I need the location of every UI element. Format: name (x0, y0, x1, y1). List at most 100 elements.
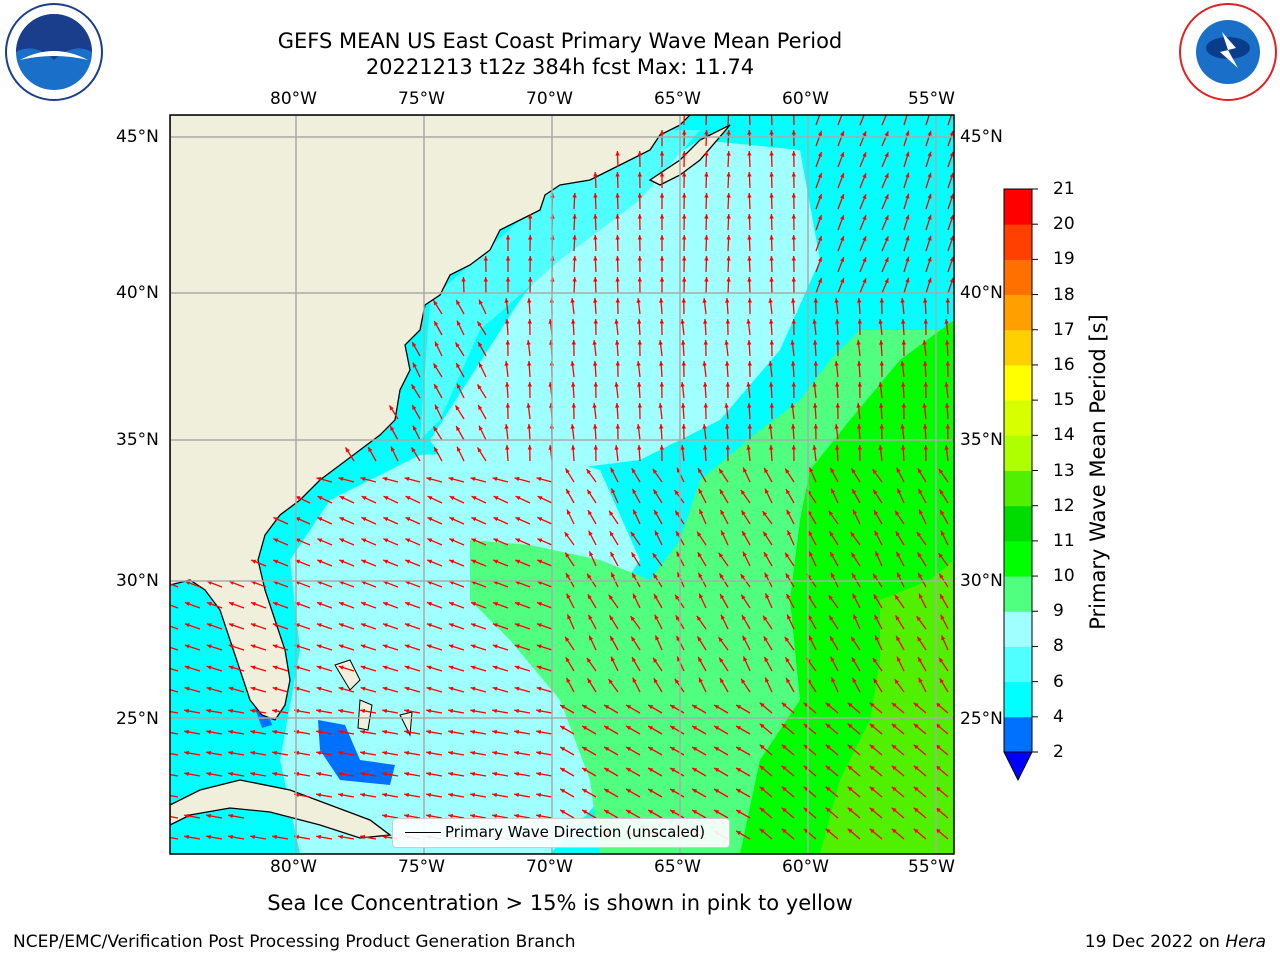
wave-arrow-head (682, 193, 687, 198)
noaa-logo (5, 3, 103, 101)
wave-arrow-head (768, 424, 773, 429)
wave-arrow-head (229, 580, 234, 585)
wave-arrow-head (765, 677, 770, 683)
wave-arrow-head (918, 677, 923, 683)
wave-arrow-head (840, 152, 845, 157)
lon-tick-bottom: 60°W (782, 857, 829, 877)
wave-arrow-head (251, 602, 256, 607)
wave-arrow-head (272, 644, 278, 649)
wave-arrow-head (536, 476, 542, 482)
wave-arrow-head (586, 469, 591, 474)
wave-arrow-head (360, 686, 366, 691)
wave-arrow-head (338, 476, 344, 482)
wave-arrow-head (317, 517, 323, 522)
wave-arrow-head (570, 424, 575, 429)
wave-arrow-head (505, 319, 510, 324)
wave-arrow-head (526, 403, 531, 408)
wave-arrow-head (922, 340, 927, 345)
wave-arrow-head (759, 765, 765, 771)
wave-arrow-head (791, 445, 796, 450)
wave-arrow-head (572, 214, 577, 219)
wave-arrow-head (405, 496, 411, 501)
wave-arrow-head (878, 445, 883, 450)
wave-arrow-head (206, 834, 212, 840)
wave-arrow-head (505, 256, 511, 261)
wave-arrow-head (163, 644, 168, 648)
wave-arrow-head (825, 786, 831, 792)
wave-arrow-head (228, 623, 234, 628)
wave-arrow-head (163, 581, 168, 585)
wave-arrow-head (704, 130, 709, 135)
wave-arrow (815, 115, 821, 126)
wave-arrow-head (896, 636, 901, 641)
wave-arrow-head (862, 215, 867, 221)
wave-arrow-head (449, 559, 455, 564)
wave-arrow-head (272, 771, 278, 777)
wave-arrow-head (884, 152, 889, 158)
wave-arrow-head (504, 298, 509, 303)
wave-arrow-head (537, 538, 543, 543)
wave-arrow-head (493, 496, 499, 501)
wave-arrow-head (471, 517, 477, 522)
wave-arrow-head (857, 424, 862, 429)
wave-arrow-head (582, 768, 588, 773)
wave-arrow-head (250, 750, 256, 756)
wave-arrow-head (682, 130, 687, 135)
wave-arrow-head (670, 705, 676, 710)
wave-arrow-head (492, 708, 498, 714)
wave-arrow-head (897, 488, 902, 494)
wave-arrow-head (448, 813, 454, 819)
wave-arrow-head (449, 602, 454, 607)
wave-arrow-head (726, 214, 731, 219)
wave-arrow-head (762, 511, 767, 516)
wave-arrow-head (505, 382, 510, 387)
wave-arrow-head (593, 361, 598, 366)
wave-arrow-head (949, 151, 954, 157)
wave-arrow-head (891, 723, 897, 729)
wave-arrow-head (791, 382, 796, 387)
wave-arrow-head (470, 665, 476, 670)
wave-arrow-head (935, 828, 941, 834)
wave-arrow-head (626, 747, 632, 752)
wave-arrow-head (593, 214, 598, 219)
wave-arrow-head (698, 572, 703, 578)
legend-line-sample (405, 832, 441, 833)
wave-arrow-head (382, 686, 388, 691)
wave-arrow-head (747, 340, 752, 345)
wave-arrow-head (250, 644, 256, 649)
wave-arrow-head (631, 636, 636, 642)
wave-arrow-head (935, 786, 941, 792)
sea-ice-note: Sea Ice Concentration > 15% is shown in … (267, 891, 853, 915)
wave-arrow-head (692, 768, 698, 773)
wave-arrow-head (830, 636, 835, 642)
wave-arrow-head (852, 489, 857, 494)
wave-arrow-head (714, 726, 720, 731)
wave-arrow-head (316, 665, 322, 670)
wave-arrow-head (682, 151, 687, 156)
wave-arrow-head (927, 277, 932, 283)
wave-arrow-head (653, 657, 658, 663)
wave-arrow-head (692, 789, 698, 794)
wave-arrow-head (740, 489, 746, 495)
wave-arrow-head (610, 467, 615, 473)
wave-arrow-head (851, 636, 856, 642)
wave-arrow-head (944, 382, 949, 387)
wave-arrow-head (659, 382, 664, 387)
colorbar-swatch (1004, 364, 1032, 401)
wave-arrow-head (382, 729, 388, 735)
wave-arrow-head (470, 708, 476, 714)
wave-arrow-head (571, 382, 576, 387)
wave-arrow-head (206, 644, 212, 649)
wave-arrow-head (382, 750, 388, 756)
wave-arrow-head (610, 551, 615, 557)
wave-arrow-head (812, 382, 817, 387)
wave-arrow-head (808, 530, 813, 536)
wave-arrow-head (901, 445, 906, 450)
wave-arrow-head (427, 559, 433, 564)
wave-arrow-head (391, 446, 395, 452)
wave-arrow-head (228, 644, 234, 649)
wave-arrow-head (515, 602, 520, 607)
wave-arrow-head (698, 468, 703, 474)
wave-arrow-head (792, 109, 796, 114)
wave-arrow-head (769, 256, 774, 261)
